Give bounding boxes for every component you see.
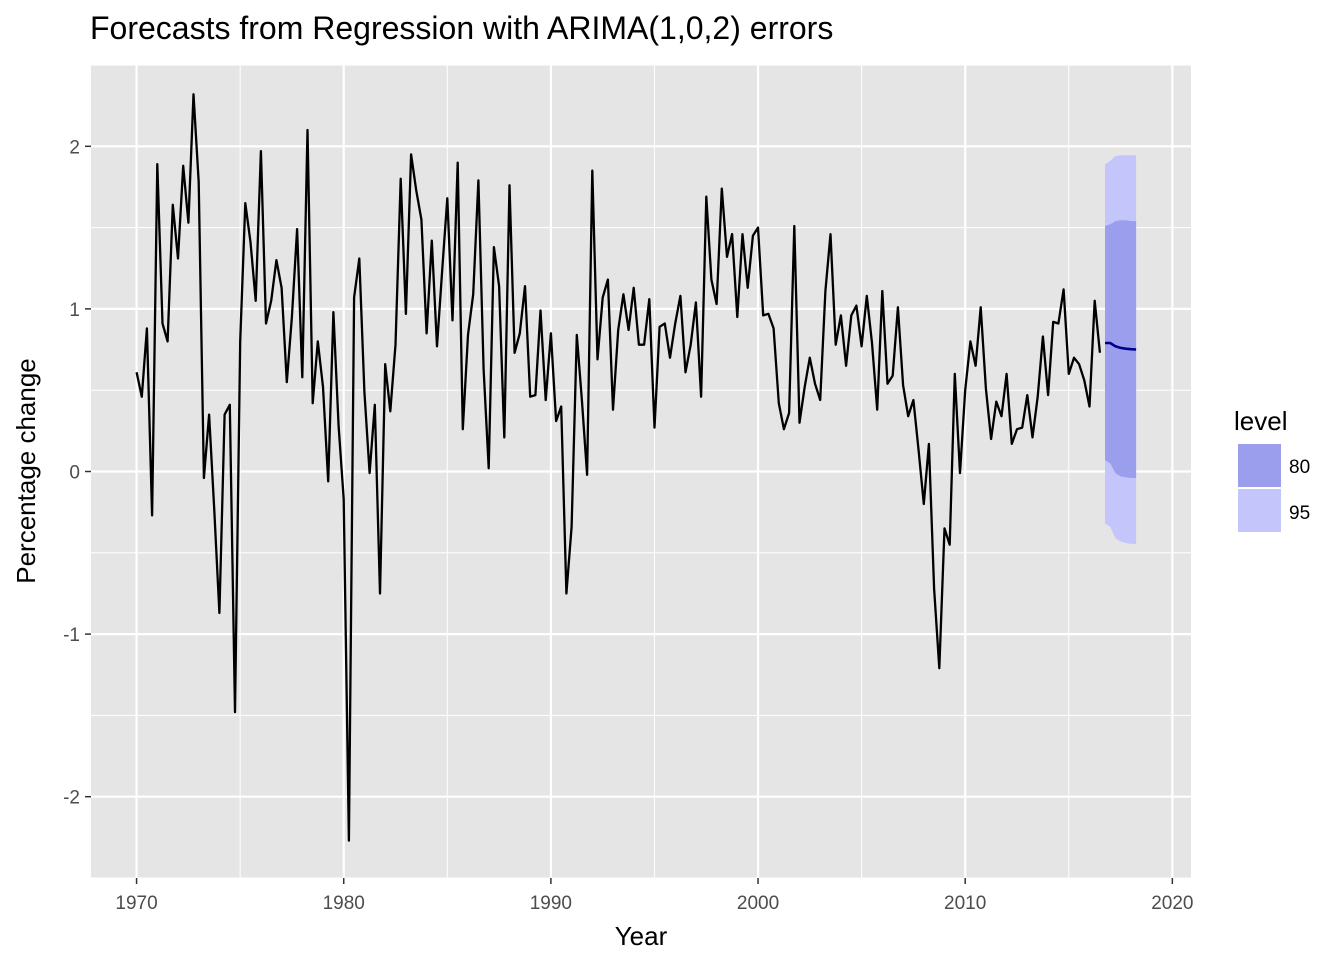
legend-key-95 (1238, 489, 1281, 532)
legend-title: level (1234, 406, 1287, 436)
y-axis: -2 -1 0 1 2 (63, 137, 91, 809)
grid-major (91, 65, 1191, 878)
x-tick-label: 1980 (323, 893, 365, 914)
series-line-percentage-change (135, 93, 1102, 842)
y-tick-label: -2 (63, 788, 80, 809)
x-tick-label: 1970 (115, 893, 157, 914)
y-tick-label: 0 (69, 463, 80, 484)
x-tick-label: 1990 (530, 893, 572, 914)
x-tick-label: 2010 (944, 893, 986, 914)
legend-label-80: 80 (1289, 457, 1310, 478)
chart-title: Forecasts from Regression with ARIMA(1,0… (90, 10, 833, 46)
x-tick-label: 2020 (1151, 893, 1193, 914)
legend-label-95: 95 (1289, 503, 1310, 524)
x-axis-title: Year (615, 921, 668, 951)
x-tick-label: 2000 (737, 893, 779, 914)
legend-key-80 (1238, 444, 1281, 487)
y-tick-label: -1 (63, 625, 80, 646)
forecast-mean-line (1105, 341, 1137, 351)
legend: level 80 95 (1234, 406, 1310, 532)
x-axis: 1970 1980 1990 2000 2010 2020 (115, 878, 1193, 914)
y-axis-title: Percentage change (11, 358, 41, 584)
y-tick-label: 1 (69, 300, 80, 321)
y-tick-label: 2 (69, 137, 80, 158)
